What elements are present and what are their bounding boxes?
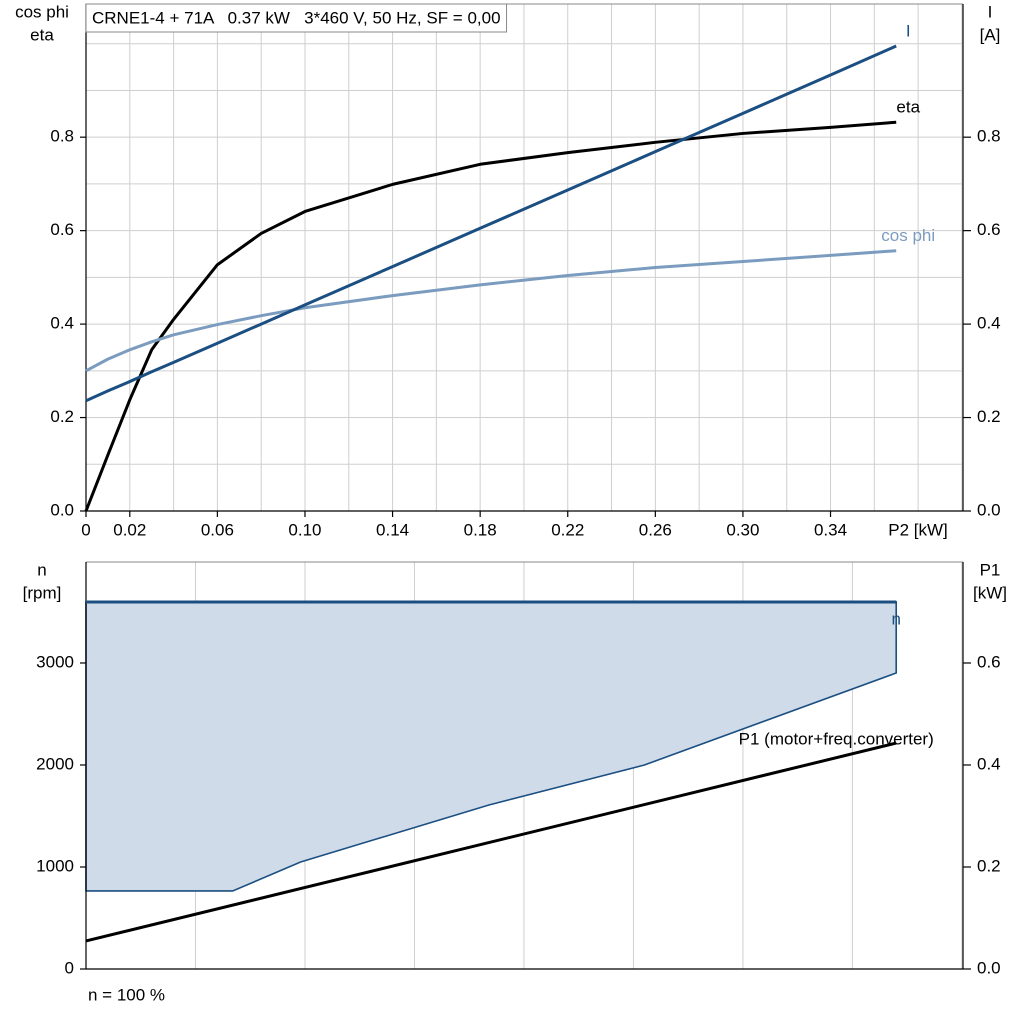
- series-label: I: [906, 22, 911, 41]
- y-axis-label: eta: [30, 25, 54, 44]
- x-tick-label: 0.06: [201, 520, 234, 539]
- y2-tick-label: 0.4: [977, 314, 1001, 333]
- footer-note: n = 100 %: [88, 985, 165, 1004]
- y-axis-label: cos phi: [15, 2, 69, 21]
- y2-tick-label: 0.6: [977, 220, 1001, 239]
- series-label: n: [891, 609, 900, 628]
- series-label: P1 (motor+freq.converter): [739, 730, 934, 749]
- chart-title: CRNE1-4 + 71A 0.37 kW 3*460 V, 50 Hz, SF…: [92, 8, 501, 27]
- y2-tick-label: 0.4: [977, 754, 1001, 773]
- x-tick-label: 0.30: [726, 520, 759, 539]
- y-tick-label: 1000: [36, 856, 74, 875]
- y-tick-label: 0: [65, 958, 74, 977]
- y2-tick-label: 0.0: [977, 500, 1001, 519]
- y-tick-label: 0.8: [50, 127, 74, 146]
- x-tick-label: 0.22: [551, 520, 584, 539]
- y-tick-label: 0.6: [50, 220, 74, 239]
- y2-axis-label: I: [988, 2, 993, 21]
- x-tick-label: 0.02: [113, 520, 146, 539]
- y-tick-label: 3000: [36, 652, 74, 671]
- y2-tick-label: 0.0: [977, 958, 1001, 977]
- y2-axis-label: P1: [980, 560, 1001, 579]
- y-tick-label: 0.0: [50, 500, 74, 519]
- y2-axis-label: [kW]: [973, 583, 1007, 602]
- x-tick-label: 0: [81, 520, 90, 539]
- y2-tick-label: 0.8: [977, 127, 1001, 146]
- series-line: [85, 249, 897, 373]
- series-line: [85, 741, 897, 943]
- series-line: [84, 120, 897, 512]
- y2-tick-label: 0.2: [977, 407, 1001, 426]
- y2-axis-label: [A]: [980, 25, 1001, 44]
- x-axis-label: P2 [kW]: [888, 520, 948, 539]
- x-tick-label: 0.34: [814, 520, 847, 539]
- title-box: [85, 3, 508, 33]
- series-label: eta: [896, 98, 920, 117]
- series-line: [85, 44, 897, 403]
- x-tick-label: 0.26: [639, 520, 672, 539]
- y-tick-label: 0.4: [50, 314, 74, 333]
- series-label: cos phi: [881, 226, 935, 245]
- y-tick-label: 0.2: [50, 407, 74, 426]
- x-tick-label: 0.18: [464, 520, 497, 539]
- y-axis-label: n: [37, 560, 46, 579]
- y-axis-label: [rpm]: [23, 583, 62, 602]
- x-tick-label: 0.10: [288, 520, 321, 539]
- y2-tick-label: 0.6: [977, 652, 1001, 671]
- y2-tick-label: 0.2: [977, 856, 1001, 875]
- y-tick-label: 2000: [36, 754, 74, 773]
- x-tick-label: 0.14: [376, 520, 409, 539]
